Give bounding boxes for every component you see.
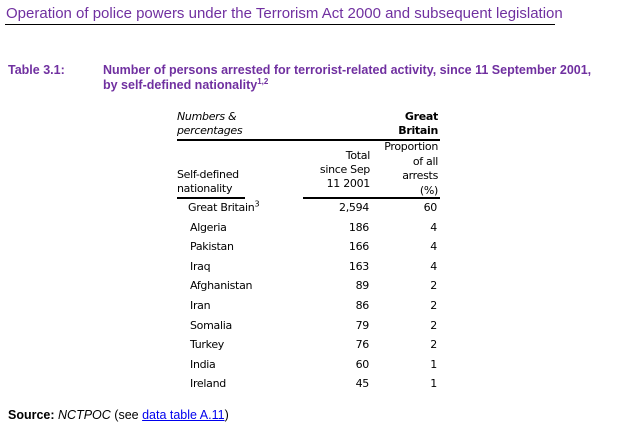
region-label: Great Britain: [360, 110, 438, 138]
header-line: Total: [345, 149, 371, 162]
table-title: Number of persons arrested for terrorist…: [103, 63, 603, 93]
header-line: Proportion: [384, 140, 438, 153]
nationality-text: Afghanistan: [190, 279, 253, 293]
nationality-text: India: [190, 357, 216, 371]
proportion-cell: 4: [430, 220, 437, 234]
source-text: NCTPOC: [58, 408, 111, 422]
total-cell: 45: [355, 377, 370, 391]
nationality-text: Somalia: [190, 318, 232, 332]
header-divider: [5, 24, 555, 25]
col-header-proportion: Proportion of all arrests (%): [370, 140, 438, 198]
nationality-text: Iran: [190, 299, 211, 312]
proportion-cell: 2: [430, 279, 437, 293]
rule: [177, 197, 245, 199]
region-line: Great: [404, 110, 438, 123]
proportion-cell: 2: [430, 338, 437, 352]
header-line: since Sep: [319, 163, 370, 176]
total-cell: 186: [348, 220, 369, 234]
header-line: arrests: [402, 169, 438, 182]
header-line: Self-defined: [177, 168, 239, 181]
nationality-cell: Iraq: [190, 259, 211, 273]
nationality-text: Ireland: [190, 377, 226, 391]
footnote-ref: 3: [254, 199, 260, 209]
page-header: Operation of police powers under the Ter…: [6, 5, 563, 22]
units-line: percentages: [177, 124, 243, 137]
nationality-cell: Ireland: [190, 377, 226, 390]
source-note: Source: NCTPOC (see data table A.11): [8, 408, 229, 422]
header-line: of all: [412, 154, 438, 168]
proportion-cell: 2: [430, 318, 437, 332]
total-cell: 163: [348, 259, 369, 273]
total-cell: 166: [348, 240, 369, 254]
proportion-cell: 4: [430, 240, 437, 254]
proportion-cell: 4: [430, 259, 437, 273]
nationality-text: Great Britain: [188, 201, 255, 214]
col-header-total: Total since Sep 11 2001: [300, 149, 370, 191]
nationality-cell: Iran: [190, 299, 211, 312]
source-post: ): [224, 408, 229, 422]
footnote-ref: 1,2: [257, 76, 269, 86]
header-line: (%): [419, 183, 438, 197]
rule: [177, 139, 440, 141]
nationality-text: Algeria: [190, 220, 227, 234]
source-pre: (see: [110, 408, 143, 422]
nationality-cell: Great Britain3: [188, 199, 260, 214]
header-line: nationality: [177, 182, 233, 195]
rule: [303, 197, 440, 199]
proportion-cell: 1: [430, 357, 437, 371]
units-line: Numbers &: [177, 110, 237, 123]
proportion-cell: 2: [430, 299, 437, 312]
region-line: Britain: [398, 124, 438, 137]
total-cell: 60: [355, 357, 370, 371]
total-cell: 79: [355, 318, 370, 332]
nationality-cell: Pakistan: [190, 240, 234, 253]
data-table-link[interactable]: data table A.11: [142, 408, 225, 422]
nationality-cell: Afghanistan: [190, 279, 252, 292]
total-cell: 76: [355, 338, 370, 352]
nationality-text: Pakistan: [190, 240, 234, 254]
nationality-text: Iraq: [190, 259, 211, 273]
header-line: 11 2001: [326, 177, 371, 190]
table-title-text: Number of persons arrested for terrorist…: [103, 63, 592, 92]
source-label: Source:: [8, 408, 55, 422]
proportion-cell: 60: [423, 201, 438, 214]
nationality-text: Turkey: [190, 338, 224, 352]
total-cell: 89: [355, 279, 370, 293]
units-label: Numbers & percentages: [177, 110, 243, 138]
proportion-cell: 1: [430, 377, 437, 391]
total-cell: 2,594: [339, 201, 369, 214]
total-cell: 86: [355, 299, 370, 312]
nationality-cell: Somalia: [190, 319, 232, 332]
nationality-cell: Algeria: [190, 221, 227, 234]
col-header-nationality: Self-defined nationality: [177, 168, 239, 196]
table-label: Table 3.1:: [8, 63, 65, 77]
nationality-cell: Turkey: [190, 338, 224, 351]
nationality-cell: India: [190, 358, 216, 371]
